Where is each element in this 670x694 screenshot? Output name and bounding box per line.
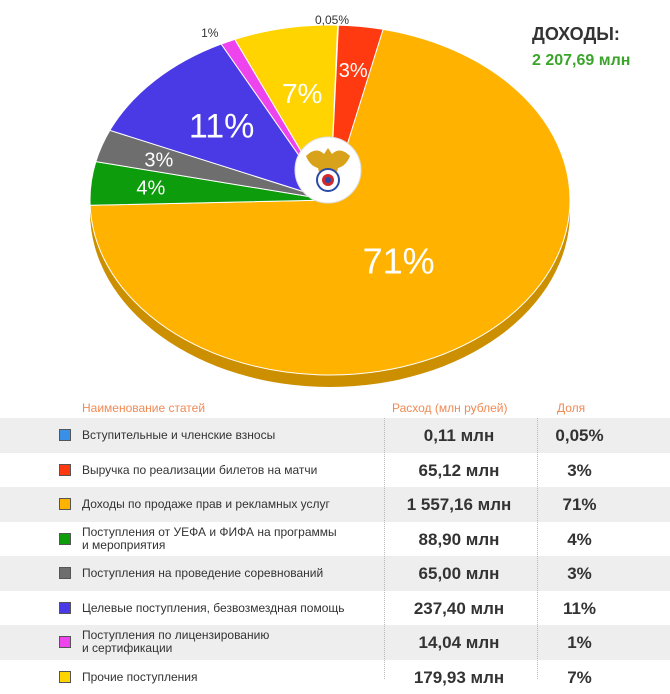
row-name-line1: Поступления от УЕФА и ФИФА на программы xyxy=(82,526,337,539)
total-title: ДОХОДЫ: xyxy=(532,24,620,45)
slice-label: 11% xyxy=(189,108,255,146)
legend-swatch xyxy=(59,602,71,614)
table-row: Выручка по реализации билетов на матчи 65… xyxy=(0,453,670,488)
row-name-line1: Прочие поступления xyxy=(82,671,197,684)
slice-label: 0,05% xyxy=(315,13,349,27)
column-header-share: Доля xyxy=(557,401,585,415)
column-divider xyxy=(384,418,385,679)
row-name: Доходы по продаже прав и рекламных услуг xyxy=(82,498,330,511)
row-name: Прочие поступления xyxy=(82,671,197,684)
table-row: Доходы по продаже прав и рекламных услуг… xyxy=(0,487,670,522)
row-name-line1: Вступительные и членские взносы xyxy=(82,429,275,442)
row-name-line1: Поступления на проведение соревнований xyxy=(82,567,323,580)
table-row: Поступления на проведение соревнований 65… xyxy=(0,556,670,591)
row-name: Целевые поступления, безвозмездная помощ… xyxy=(82,602,345,615)
row-share: 3% xyxy=(537,461,622,481)
row-share: 71% xyxy=(537,495,622,515)
legend-swatch xyxy=(59,671,71,683)
row-value: 88,90 млн xyxy=(384,530,534,550)
legend-swatch xyxy=(59,567,71,579)
row-share: 7% xyxy=(537,668,622,688)
slice-label: 4% xyxy=(136,177,165,199)
legend-swatch xyxy=(59,533,71,545)
row-share: 3% xyxy=(537,564,622,584)
row-value: 0,11 млн xyxy=(384,426,534,446)
income-table: Наименование статей Расход (млн рублей) … xyxy=(0,398,670,694)
emblem-icon xyxy=(295,137,361,203)
slice-label: 71% xyxy=(363,240,435,281)
row-value: 1 557,16 млн xyxy=(384,495,534,515)
row-value: 237,40 млн xyxy=(384,599,534,619)
slice-label: 7% xyxy=(282,78,322,109)
row-name-line2: и мероприятия xyxy=(82,539,337,552)
row-value: 65,00 млн xyxy=(384,564,534,584)
row-name-line1: Целевые поступления, безвозмездная помощ… xyxy=(82,602,345,615)
row-name-line2: и сертификации xyxy=(82,642,269,655)
legend-swatch xyxy=(59,429,71,441)
row-share: 11% xyxy=(537,599,622,619)
row-share: 0,05% xyxy=(537,426,622,446)
legend-swatch xyxy=(59,464,71,476)
row-value: 179,93 млн xyxy=(384,668,534,688)
row-name: Вступительные и членские взносы xyxy=(82,429,275,442)
column-header-name: Наименование статей xyxy=(82,401,205,415)
row-share: 1% xyxy=(537,633,622,653)
row-name: Выручка по реализации билетов на матчи xyxy=(82,464,317,477)
row-value: 14,04 млн xyxy=(384,633,534,653)
table-row: Целевые поступления, безвозмездная помощ… xyxy=(0,591,670,626)
table-header: Наименование статей Расход (млн рублей) … xyxy=(0,398,670,418)
legend-swatch xyxy=(59,636,71,648)
total-value: 2 207,69 млн xyxy=(532,52,630,70)
slice-label: 3% xyxy=(144,149,173,171)
column-header-expense: Расход (млн рублей) xyxy=(392,401,507,415)
row-name-line1: Доходы по продаже прав и рекламных услуг xyxy=(82,498,330,511)
column-divider xyxy=(537,418,538,679)
row-name-line1: Выручка по реализации билетов на матчи xyxy=(82,464,317,477)
row-share: 4% xyxy=(537,530,622,550)
row-value: 65,12 млн xyxy=(384,461,534,481)
slice-label: 1% xyxy=(201,26,219,40)
row-name: Поступления на проведение соревнований xyxy=(82,567,323,580)
legend-swatch xyxy=(59,498,71,510)
slice-label: 3% xyxy=(339,60,368,82)
